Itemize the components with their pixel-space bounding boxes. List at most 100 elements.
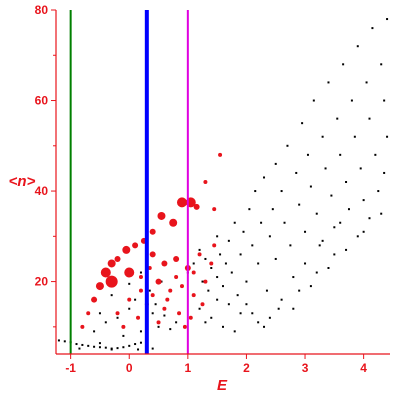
data-point: [134, 298, 137, 301]
data-point: [169, 328, 172, 331]
data-point: [251, 244, 254, 247]
data-point-large: [124, 267, 135, 278]
data-point: [257, 262, 260, 265]
data-point: [104, 321, 107, 324]
data-point-large: [86, 311, 91, 316]
data-point: [245, 280, 248, 283]
data-point: [242, 230, 245, 233]
data-point-large: [150, 293, 155, 298]
data-point: [265, 289, 268, 292]
data-point: [260, 221, 263, 224]
data-point: [263, 325, 266, 328]
data-point: [377, 190, 380, 193]
data-point: [321, 135, 324, 138]
data-point: [327, 267, 330, 269]
data-point-large: [91, 296, 98, 303]
data-point-large: [176, 197, 187, 208]
data-point: [230, 271, 233, 274]
data-point: [295, 171, 298, 174]
data-point-large: [107, 259, 116, 268]
x-tick-label: 1: [184, 361, 191, 375]
data-point: [139, 271, 142, 274]
data-point: [122, 334, 125, 337]
data-point: [128, 282, 131, 285]
data-point-large: [174, 275, 179, 280]
data-point: [224, 262, 227, 265]
data-point: [336, 117, 339, 120]
data-point: [192, 262, 195, 265]
data-point-large: [191, 293, 196, 298]
data-point: [277, 307, 280, 310]
data-point: [139, 330, 142, 333]
data-point: [248, 208, 251, 211]
data-point: [380, 212, 383, 215]
data-point-large: [212, 243, 217, 248]
data-point: [271, 208, 274, 211]
data-point: [274, 257, 277, 260]
data-point: [380, 63, 383, 66]
data-point: [254, 190, 257, 193]
data-point: [309, 185, 312, 188]
data-point-large: [95, 282, 104, 291]
data-point: [204, 257, 207, 260]
data-point: [324, 167, 327, 170]
points-layer: [57, 18, 389, 351]
y-tick-label: 80: [35, 3, 49, 17]
x-tick-label: -1: [65, 361, 76, 375]
data-point-large: [115, 311, 120, 316]
data-point: [198, 307, 201, 310]
data-point-large: [218, 152, 223, 157]
data-point: [75, 343, 78, 346]
data-point: [227, 303, 230, 306]
data-point-large: [149, 228, 156, 235]
data-point-large: [179, 284, 184, 289]
data-point-large: [121, 324, 126, 329]
data-point-large: [182, 324, 187, 329]
x-tick-label: 2: [243, 361, 250, 375]
data-point: [386, 18, 389, 21]
data-point: [87, 344, 90, 347]
data-point: [383, 99, 386, 102]
data-point: [239, 312, 242, 315]
data-point: [151, 347, 154, 350]
data-point: [198, 248, 201, 251]
data-point: [286, 144, 289, 147]
data-point: [347, 208, 350, 211]
data-point: [163, 314, 166, 317]
data-point: [219, 253, 222, 256]
x-tick-label: 4: [360, 361, 367, 375]
data-point: [216, 276, 219, 279]
data-point-large: [80, 324, 85, 329]
data-point: [257, 321, 260, 324]
data-point: [207, 289, 210, 292]
data-point-large: [173, 255, 180, 262]
data-point: [210, 267, 213, 269]
y-tick-label: 20: [35, 275, 49, 289]
y-tick-label: 40: [35, 184, 49, 198]
data-point: [93, 345, 96, 348]
data-point: [63, 340, 66, 343]
data-point-large: [105, 275, 118, 288]
data-point: [227, 239, 230, 242]
data-point-large: [209, 261, 214, 266]
data-point: [365, 81, 368, 84]
data-point: [339, 153, 342, 156]
data-point: [280, 190, 283, 193]
data-point-large: [169, 218, 178, 227]
x-axis-label: E: [217, 377, 228, 394]
data-point-large: [177, 311, 182, 316]
data-point: [339, 221, 342, 224]
data-point-large: [161, 260, 168, 267]
data-point-large: [162, 306, 167, 311]
data-point: [216, 298, 219, 301]
data-point: [157, 325, 160, 328]
data-point-large: [200, 302, 205, 307]
data-point: [148, 289, 151, 292]
data-point-large: [114, 255, 121, 262]
data-point: [98, 346, 101, 349]
data-point-large: [188, 315, 193, 320]
reference-lines: [69, 10, 189, 354]
data-point: [137, 348, 140, 351]
data-point: [57, 339, 60, 342]
